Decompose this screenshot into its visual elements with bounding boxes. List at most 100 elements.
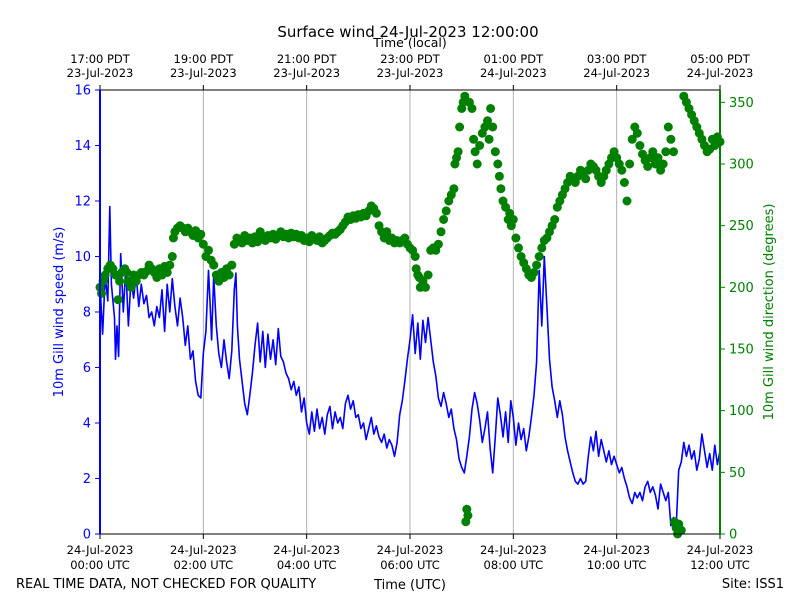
site-label: Site: ISS1 bbox=[722, 577, 784, 592]
bottom-tick-time: 04:00 UTC bbox=[277, 558, 337, 572]
direction-point bbox=[493, 159, 503, 169]
direction-point bbox=[167, 252, 177, 261]
direction-point bbox=[537, 243, 547, 253]
direction-point bbox=[529, 268, 539, 277]
top-tick-date: 23-Jul-2023 bbox=[67, 66, 134, 80]
bottom-tick-date: 24-Jul-2023 bbox=[273, 543, 340, 557]
right-tick-label: 200 bbox=[729, 281, 754, 296]
top-tick-time: 01:00 PDT bbox=[484, 52, 545, 66]
bottom-tick-date: 24-Jul-2023 bbox=[687, 543, 754, 557]
direction-point bbox=[508, 215, 518, 224]
top-tick-time: 17:00 PDT bbox=[70, 52, 131, 66]
bottom-tick-date: 24-Jul-2023 bbox=[583, 543, 650, 557]
direction-point bbox=[483, 116, 492, 126]
direction-point bbox=[470, 147, 480, 157]
direction-point bbox=[658, 159, 668, 169]
direction-point bbox=[676, 525, 686, 535]
direction-point bbox=[421, 282, 430, 292]
direction-point bbox=[648, 147, 658, 157]
direction-point bbox=[423, 270, 433, 280]
top-tick-time: 05:00 PDT bbox=[690, 52, 751, 66]
direction-point bbox=[113, 295, 123, 305]
top-tick-time: 21:00 PDT bbox=[277, 52, 338, 66]
left-tick-label: 2 bbox=[83, 472, 91, 487]
right-tick-label: 150 bbox=[729, 343, 754, 358]
bottom-tick-date: 24-Jul-2023 bbox=[170, 543, 237, 557]
direction-point bbox=[97, 289, 106, 298]
bottom-tick-time: 10:00 UTC bbox=[587, 558, 647, 572]
direction-point bbox=[643, 162, 653, 171]
direction-point bbox=[469, 134, 479, 144]
direction-point bbox=[467, 104, 477, 113]
direction-point bbox=[496, 184, 506, 194]
top-tick-time: 03:00 PDT bbox=[587, 52, 648, 66]
right-tick-label: 350 bbox=[729, 96, 754, 111]
left-tick-label: 8 bbox=[83, 306, 91, 321]
direction-point bbox=[550, 215, 560, 224]
top-tick-date: 23-Jul-2023 bbox=[377, 66, 444, 80]
top-axis-label: Time (local) bbox=[372, 35, 446, 50]
direction-point bbox=[472, 159, 482, 169]
speed-series bbox=[99, 205, 721, 530]
direction-point bbox=[627, 134, 637, 144]
direction-point bbox=[227, 260, 237, 270]
right-tick-label: 100 bbox=[729, 404, 754, 419]
left-tick-label: 16 bbox=[74, 84, 91, 99]
direction-point bbox=[661, 147, 671, 157]
top-tick-date: 24-Jul-2023 bbox=[480, 66, 547, 80]
left-tick-label: 6 bbox=[83, 361, 91, 376]
top-tick-date: 24-Jul-2023 bbox=[583, 66, 650, 80]
direction-point bbox=[666, 134, 676, 144]
direction-point bbox=[632, 128, 642, 138]
direction-series bbox=[95, 91, 725, 539]
direction-point bbox=[653, 153, 663, 163]
left-tick-label: 10 bbox=[74, 250, 91, 265]
direction-point bbox=[534, 252, 544, 261]
direction-point bbox=[224, 270, 234, 280]
direction-point bbox=[382, 227, 392, 237]
bottom-tick-date: 24-Jul-2023 bbox=[480, 543, 547, 557]
direction-point bbox=[441, 206, 451, 216]
direction-point bbox=[455, 122, 465, 132]
direction-point bbox=[165, 260, 175, 270]
top-tick-date: 23-Jul-2023 bbox=[273, 66, 340, 80]
bottom-tick-date: 24-Jul-2023 bbox=[67, 543, 134, 557]
right-tick-label: 50 bbox=[729, 466, 746, 481]
right-axis-ticks: 0 50 100 150 200 250 300 350 bbox=[720, 96, 754, 543]
top-tick-time: 23:00 PDT bbox=[380, 52, 441, 66]
top-tick-date: 23-Jul-2023 bbox=[170, 66, 237, 80]
direction-point bbox=[617, 165, 627, 175]
top-tick-time: 19:00 PDT bbox=[174, 52, 235, 66]
direction-point bbox=[486, 104, 496, 113]
direction-point bbox=[619, 178, 629, 187]
bottom-tick-time: 00:00 UTC bbox=[70, 558, 130, 572]
direction-point bbox=[449, 184, 459, 194]
top-tick-date: 24-Jul-2023 bbox=[687, 66, 754, 80]
direction-point bbox=[514, 243, 523, 253]
right-tick-label: 0 bbox=[729, 528, 737, 543]
direction-point bbox=[439, 215, 449, 224]
direction-point bbox=[463, 511, 473, 520]
direction-point bbox=[494, 171, 504, 181]
bottom-tick-time: 02:00 UTC bbox=[174, 558, 234, 572]
direction-point bbox=[204, 245, 213, 255]
direction-point bbox=[490, 147, 500, 157]
chart-title: Surface wind 24-Jul-2023 12:00:00 bbox=[277, 23, 538, 41]
direction-point bbox=[581, 174, 591, 184]
direction-point bbox=[126, 282, 136, 292]
left-axis-label: 10m Gill wind speed (m/s) bbox=[52, 227, 67, 398]
direction-point bbox=[625, 159, 635, 169]
direction-point bbox=[209, 260, 219, 270]
direction-point bbox=[488, 122, 498, 132]
x-axis-label: Time (UTC) bbox=[373, 578, 446, 593]
direction-point bbox=[484, 134, 494, 144]
left-tick-label: 0 bbox=[83, 528, 91, 543]
right-tick-label: 250 bbox=[729, 219, 754, 234]
direction-point bbox=[635, 141, 645, 150]
direction-point bbox=[453, 147, 463, 157]
left-tick-label: 4 bbox=[83, 417, 91, 432]
direction-point bbox=[475, 141, 485, 150]
direction-point bbox=[410, 252, 420, 261]
